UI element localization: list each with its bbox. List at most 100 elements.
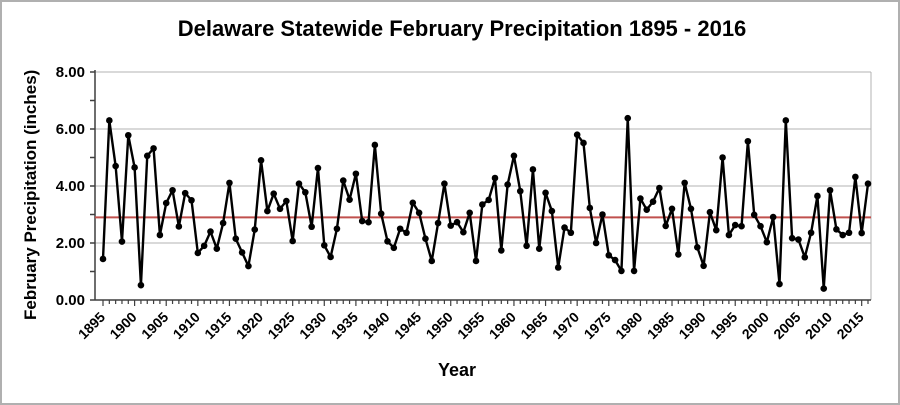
data-point (504, 181, 511, 188)
data-point (289, 237, 296, 245)
data-point (567, 229, 575, 237)
data-point (592, 239, 600, 247)
data-point (377, 210, 385, 217)
data-point (447, 222, 455, 229)
data-point (188, 196, 195, 204)
data-point (175, 223, 183, 230)
data-point (820, 285, 828, 292)
data-point (232, 235, 240, 243)
data-point (339, 177, 347, 184)
data-point (106, 117, 113, 124)
data-point (662, 222, 669, 230)
data-point (599, 211, 606, 218)
data-point (207, 228, 214, 235)
x-tick-label: 1915 (201, 309, 234, 342)
data-point (169, 186, 176, 194)
data-point (649, 198, 657, 205)
data-point (719, 154, 726, 161)
data-point (542, 189, 549, 197)
data-point (852, 173, 859, 181)
x-tick-label: 1990 (675, 309, 708, 342)
x-tick-label: 1995 (707, 309, 740, 342)
data-point (238, 249, 246, 256)
data-point (466, 209, 473, 217)
data-point (283, 197, 290, 205)
data-point (675, 251, 682, 258)
data-point (314, 164, 322, 172)
data-point (365, 218, 372, 226)
y-tick-label: 0.00 (56, 292, 85, 309)
data-point (668, 205, 676, 213)
data-point (213, 245, 221, 252)
data-point (750, 211, 758, 219)
data-point (656, 184, 663, 192)
data-point (712, 226, 720, 234)
data-point (219, 219, 227, 227)
x-tick-label: 1900 (106, 309, 139, 342)
data-point (788, 234, 796, 242)
data-series-line (101, 116, 870, 290)
data-point (276, 205, 284, 213)
data-point (124, 131, 132, 139)
data-point (251, 226, 259, 233)
data-point (371, 141, 379, 149)
data-point (763, 238, 771, 246)
y-tick-label: 6.00 (56, 121, 85, 138)
data-point (257, 157, 265, 164)
data-point (491, 174, 499, 182)
data-point (757, 222, 764, 230)
data-point (725, 231, 733, 239)
data-point (839, 231, 847, 239)
data-point (390, 244, 398, 252)
chart-title: Delaware Statewide February Precipitatio… (177, 16, 747, 41)
x-tick-label: 1960 (486, 309, 519, 342)
data-point (302, 188, 309, 196)
data-point (858, 229, 865, 237)
data-point (744, 137, 752, 145)
data-point (776, 280, 783, 288)
data-point (580, 139, 587, 147)
x-tick-label: 1905 (138, 309, 171, 342)
data-point (637, 195, 644, 202)
data-point (523, 242, 530, 250)
data-point (529, 166, 537, 173)
data-point (415, 209, 423, 217)
data-point (864, 180, 872, 188)
data-point (441, 180, 448, 188)
data-point (137, 281, 145, 289)
data-point (352, 170, 360, 178)
data-point (308, 223, 315, 231)
data-point (801, 253, 809, 261)
data-point (795, 236, 802, 243)
x-tick-label: 1985 (644, 309, 677, 342)
data-point (554, 264, 562, 271)
y-axis-title: February Precipitation (inches) (21, 69, 40, 320)
data-point (118, 238, 126, 245)
data-point (548, 207, 556, 215)
data-point (143, 152, 151, 160)
data-point (561, 224, 568, 231)
data-point (814, 192, 821, 200)
data-point (295, 180, 303, 188)
x-tick-label: 1970 (549, 309, 582, 342)
data-point (630, 267, 638, 275)
data-point (826, 186, 834, 194)
data-point (112, 162, 119, 170)
data-point (320, 241, 328, 249)
x-tick-label: 1940 (359, 309, 392, 342)
data-point (422, 235, 429, 243)
x-tick-label: 1930 (296, 309, 329, 342)
data-point (472, 257, 480, 265)
x-tick-label: 1950 (423, 309, 456, 342)
x-tick-label: 1980 (612, 309, 645, 342)
data-point (769, 213, 777, 221)
data-point (181, 189, 189, 197)
x-tick-label: 1925 (264, 309, 297, 342)
data-point (156, 231, 164, 239)
data-point (264, 207, 271, 215)
x-tick-label: 2010 (802, 309, 835, 342)
data-point (845, 229, 853, 237)
y-tick-label: 4.00 (56, 178, 85, 195)
data-point (150, 145, 157, 152)
data-point (731, 221, 739, 229)
